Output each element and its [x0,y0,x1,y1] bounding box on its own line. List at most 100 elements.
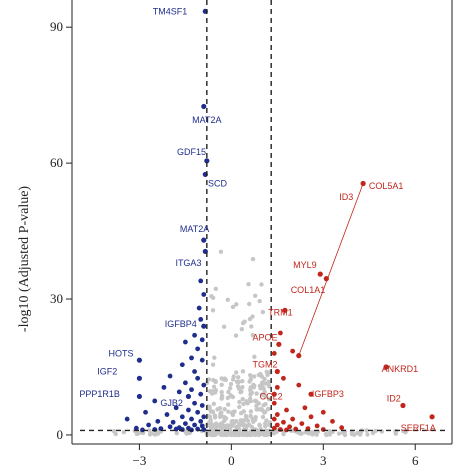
upregulated-point [296,382,302,388]
nonsignificant-point [219,393,225,399]
nonsignificant-point [234,370,239,375]
nonsignificant-point [225,432,230,438]
nonsignificant-point [225,395,230,401]
nonsignificant-point [240,432,246,438]
nonsignificant-points [111,249,408,438]
nonsignificant-point [241,401,246,407]
nonsignificant-point [243,413,249,419]
upregulated-point [320,409,326,415]
nonsignificant-point [147,428,152,433]
nonsignificant-point [245,432,250,438]
gene-point-trm1 [282,307,288,313]
nonsignificant-point [248,413,253,419]
nonsignificant-point [250,256,256,262]
nonsignificant-point [230,394,236,400]
nonsignificant-point [249,390,255,395]
downregulated-point [201,292,207,297]
nonsignificant-point [226,409,231,414]
gene-point-igf2 [136,375,143,381]
nonsignificant-point [222,407,227,412]
nonsignificant-point [253,293,258,298]
downregulated-point [198,391,204,397]
downregulated-point [146,422,152,428]
x-tick-label: 3 [320,453,327,468]
nonsignificant-point [336,431,342,436]
nonsignificant-point [207,406,212,411]
nonsignificant-point [266,397,272,402]
downregulated-point [179,427,185,432]
nonsignificant-point [248,398,253,404]
gene-label-trm1: TRM1 [268,308,293,318]
gene-label-id2: ID2 [387,394,401,404]
gene-point-hots [136,357,143,363]
nonsignificant-point [254,399,259,404]
nonsignificant-point [249,324,254,329]
upregulated-point [320,427,326,432]
nonsignificant-point [230,304,236,310]
nonsignificant-point [228,381,234,387]
downregulated-point [140,427,145,433]
gene-label-hots: HOTS [109,348,134,358]
gene-label-col5a1: COL5A1 [369,181,404,191]
upregulated-point [277,330,283,336]
nonsignificant-point [121,430,127,435]
downregulated-point [192,332,197,338]
downregulated-point [124,416,130,422]
gene-labels: TM4SF1 MAT2A GDF15 SCD MAT2A ITGA3 IGFBP4 HOTS I… [79,6,435,433]
nonsignificant-point [267,422,272,427]
nonsignificant-point [250,333,255,338]
nonsignificant-point [327,432,332,437]
nonsignificant-point [218,249,224,254]
nonsignificant-point [206,377,212,382]
downregulated-point [152,398,158,404]
nonsignificant-point [352,432,357,437]
nonsignificant-point [236,375,241,380]
upregulated-point [287,424,292,430]
nonsignificant-point [210,308,216,313]
nonsignificant-point [250,314,255,319]
nonsignificant-point [111,429,117,434]
gene-label-tgm2: TGM2 [253,360,278,370]
nonsignificant-point [248,409,254,414]
upregulated-point [281,375,286,381]
nonsignificant-point [225,423,230,428]
nonsignificant-point [213,379,218,384]
downregulated-point [176,389,182,395]
downregulated-point [201,427,207,432]
nonsignificant-point [248,373,253,378]
downregulated-point [198,278,204,284]
downregulated-point [201,414,207,420]
nonsignificant-point [212,355,217,360]
gene-label-ppp1r1b: PPP1R1B [79,389,120,399]
upregulated-point [277,427,283,432]
nonsignificant-point [259,392,265,397]
nonsignificant-point [209,389,215,394]
threshold-lines [80,0,446,444]
nonsignificant-point [220,429,225,434]
gene-point-myl9 [317,271,323,277]
nonsignificant-point [281,431,286,437]
gene-point-igfbp3 [308,391,314,397]
nonsignificant-point [230,419,235,424]
downregulated-point [189,416,194,422]
nonsignificant-point [213,388,219,393]
nonsignificant-point [260,380,265,385]
nonsignificant-point [241,418,247,423]
gene-point-ccl2 [271,391,277,397]
downregulated-point [167,424,173,430]
nonsignificant-point [239,327,244,332]
downregulated-point [182,421,188,427]
nonsignificant-point [207,414,213,419]
nonsignificant-point [263,424,268,429]
gene-point-ppp1r1b [136,393,143,400]
nonsignificant-point [253,415,258,420]
downregulated-point [198,418,204,424]
downregulated-point [195,409,201,415]
nonsignificant-point [225,297,230,302]
y-tick-label: 60 [50,155,63,170]
downregulated-point [189,355,194,361]
nonsignificant-point [226,402,231,407]
nonsignificant-point [234,302,239,307]
downregulated-point [167,373,173,379]
upregulated-point [284,407,289,413]
